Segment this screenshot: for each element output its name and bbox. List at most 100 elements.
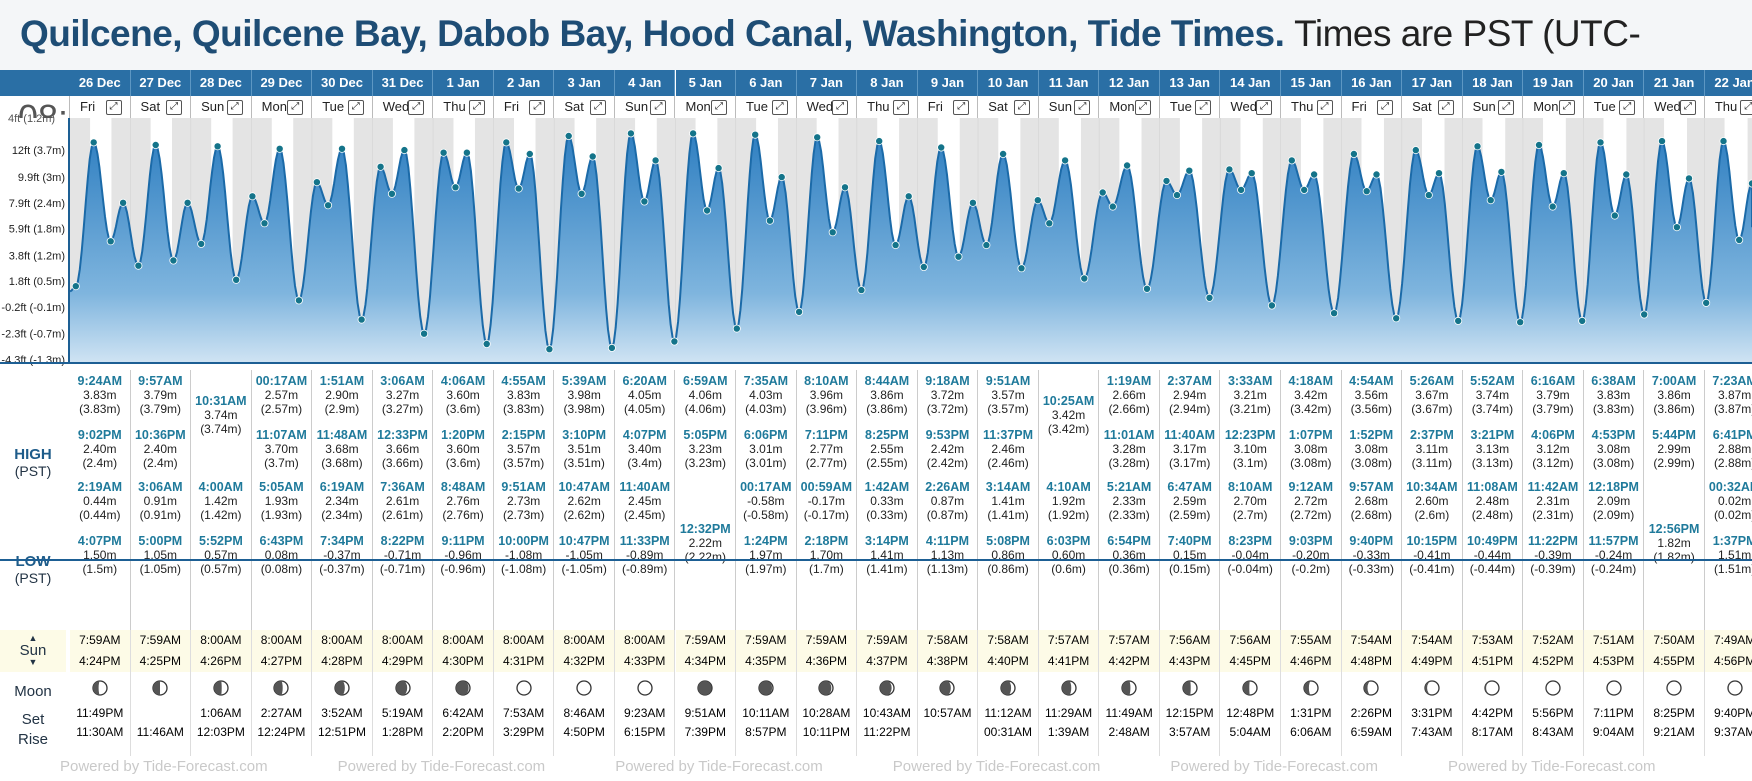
tide-extreme-point xyxy=(982,241,991,250)
moon-phase-icon xyxy=(1182,680,1198,696)
expand-day-icon[interactable]: ⤢ xyxy=(1619,100,1636,115)
expand-day-icon[interactable]: ⤢ xyxy=(650,100,667,115)
night-band xyxy=(1462,118,1483,362)
day-name: Wed xyxy=(806,99,834,114)
low-tide-time: 5:52PM xyxy=(198,534,243,548)
moonset-time: 1:06AM xyxy=(200,706,242,720)
expand-day-icon[interactable]: ⤢ xyxy=(1316,100,1333,115)
day-name: Fri xyxy=(503,99,520,114)
low-tide-time: 10:49PM xyxy=(1467,534,1518,548)
high-tide-height-alt: (3.79m) xyxy=(139,402,181,416)
expand-day-icon[interactable]: ⤢ xyxy=(1013,100,1030,115)
low-tides-cell: 12:32PM 2.22m (2.22m) xyxy=(676,474,737,631)
expand-day-icon[interactable]: ⤢ xyxy=(892,100,909,115)
date-header: 11 Jan xyxy=(1038,70,1100,96)
high-tide-time: 4:06AM xyxy=(440,374,486,388)
low-tide-time: 11:33PM xyxy=(619,534,670,548)
low-tide-entry: 1:42AM 0.33m (0.33m) xyxy=(857,480,917,522)
low-tide-height-alt: (0.36m) xyxy=(1108,562,1150,576)
high-tide-height-alt: (3.87m) xyxy=(1713,402,1752,416)
high-tide-height: 3.74m xyxy=(1475,388,1510,402)
high-tide-entry: 10:31AM 3.74m (3.74m) xyxy=(191,394,251,436)
expand-day-icon[interactable]: ⤢ xyxy=(287,100,304,115)
low-tide-entry: 3:14AM 1.41m (1.41m) xyxy=(978,480,1038,522)
night-band xyxy=(978,118,999,362)
expand-day-icon[interactable]: ⤢ xyxy=(408,100,425,115)
date-header: 10 Jan xyxy=(978,70,1039,96)
expand-day-icon[interactable]: ⤢ xyxy=(105,100,122,115)
expand-day-icon[interactable]: ⤢ xyxy=(1740,100,1752,115)
high-tide-height: 3.12m xyxy=(1536,442,1570,456)
high-tide-height-alt: (3.83m) xyxy=(1592,402,1635,416)
expand-day-icon[interactable]: ⤢ xyxy=(1195,100,1212,115)
tide-extreme-point xyxy=(502,138,511,147)
moonrise-time: 1:39AM xyxy=(1047,725,1090,739)
low-tide-time: 7:36AM xyxy=(380,480,425,494)
high-tide-height: 3.21m xyxy=(1233,388,1267,402)
high-tide-time: 10:31AM xyxy=(195,394,247,408)
tide-extreme-point xyxy=(1497,167,1506,176)
day-band xyxy=(150,118,172,362)
high-tides-cell: 3:33AM 3.21m (3.21m) 12:23PM 3.10m (3.1m) xyxy=(1220,370,1281,474)
night-band xyxy=(474,118,494,362)
low-tide-entry: 6:47AM 2.59m (2.59m) xyxy=(1160,480,1220,522)
tide-extreme-point xyxy=(451,183,460,192)
expand-day-icon[interactable]: ⤢ xyxy=(1679,100,1696,115)
day-of-week: Thu ⤢ xyxy=(1281,96,1342,118)
low-tide-entry: 9:51AM 2.73m (2.73m) xyxy=(494,480,554,522)
moonrise-time: 8:57PM xyxy=(745,725,787,739)
date-label: 7 Jan xyxy=(809,75,843,90)
expand-day-icon[interactable]: ⤢ xyxy=(1498,100,1515,115)
day-band xyxy=(211,118,233,362)
day-band xyxy=(1058,118,1081,362)
expand-day-icon[interactable]: ⤢ xyxy=(711,100,728,115)
moon-shadow xyxy=(153,681,161,695)
tide-extreme-point xyxy=(1578,316,1587,325)
sun-times-cell: 7:59AM 4:36PM xyxy=(796,630,858,672)
high-tide-time: 9:53PM xyxy=(925,428,970,442)
expand-day-icon[interactable]: ⤢ xyxy=(953,100,970,115)
moonrise-time: 8:43AM xyxy=(1532,725,1574,739)
high-tides-cell: 10:25AM 3.42m (3.42m) xyxy=(1039,370,1100,474)
expand-day-icon[interactable]: ⤢ xyxy=(589,100,606,115)
expand-day-icon[interactable]: ⤢ xyxy=(468,100,485,115)
day-of-week: Sat ⤢ xyxy=(554,96,615,118)
day-of-week: Wed ⤢ xyxy=(796,96,858,118)
day-of-week: Tue ⤢ xyxy=(1583,96,1645,118)
moon-shadow xyxy=(213,681,222,695)
high-tides-cell: 1:19AM 2.66m (2.66m) 11:01AM 3.28m (3.28m) xyxy=(1099,370,1160,474)
high-tide-entry: 00:17AM 2.57m (2.57m) xyxy=(252,374,312,416)
day-name: Thu xyxy=(867,99,890,114)
expand-day-icon[interactable]: ⤢ xyxy=(347,100,364,115)
expand-day-icon[interactable]: ⤢ xyxy=(1134,100,1151,115)
sunrise-time: 8:00AM xyxy=(321,633,363,647)
low-tide-time: 9:11PM xyxy=(441,534,485,548)
expand-day-icon[interactable]: ⤢ xyxy=(529,100,546,115)
expand-day-icon[interactable]: ⤢ xyxy=(1377,100,1394,115)
tide-extreme-point xyxy=(954,252,963,261)
date-header: 12 Jan xyxy=(1099,70,1160,96)
high-tide-time: 10:36PM xyxy=(134,428,186,442)
tide-extreme-point xyxy=(999,149,1008,158)
expand-day-icon[interactable]: ⤢ xyxy=(166,100,183,115)
expand-day-icon[interactable]: ⤢ xyxy=(1074,100,1091,115)
low-tide-time: 6:43PM xyxy=(259,534,304,548)
high-tide-entry: 4:18AM 3.42m (3.42m) xyxy=(1281,374,1341,416)
low-tide-height-alt: (-1.08m) xyxy=(500,562,547,576)
moon-phase-icon xyxy=(334,680,350,696)
expand-day-icon[interactable]: ⤢ xyxy=(771,100,788,115)
moonset-time: 8:46AM xyxy=(563,706,605,720)
day-band xyxy=(514,118,536,362)
expand-day-icon[interactable]: ⤢ xyxy=(832,100,849,115)
high-tides-cell: 5:52AM 3.74m (3.74m) 3:21PM 3.13m (3.13m) xyxy=(1463,370,1524,474)
sunrise-time: 7:54AM xyxy=(1411,633,1453,647)
expand-day-icon[interactable]: ⤢ xyxy=(1255,100,1272,115)
expand-day-icon[interactable]: ⤢ xyxy=(1558,100,1575,115)
high-tide-height-alt: (4.06m) xyxy=(684,402,726,416)
high-tide-entry: 4:54AM 3.56m (3.56m) xyxy=(1342,374,1402,416)
high-tides-cell: 8:44AM 3.86m (3.86m) 8:25PM 2.55m (2.55m) xyxy=(857,370,918,474)
tide-extreme-point xyxy=(387,189,396,198)
moon-cell: 6:42AM 2:20PM xyxy=(433,672,494,756)
expand-day-icon[interactable]: ⤢ xyxy=(1437,100,1454,115)
expand-day-icon[interactable]: ⤢ xyxy=(226,100,243,115)
